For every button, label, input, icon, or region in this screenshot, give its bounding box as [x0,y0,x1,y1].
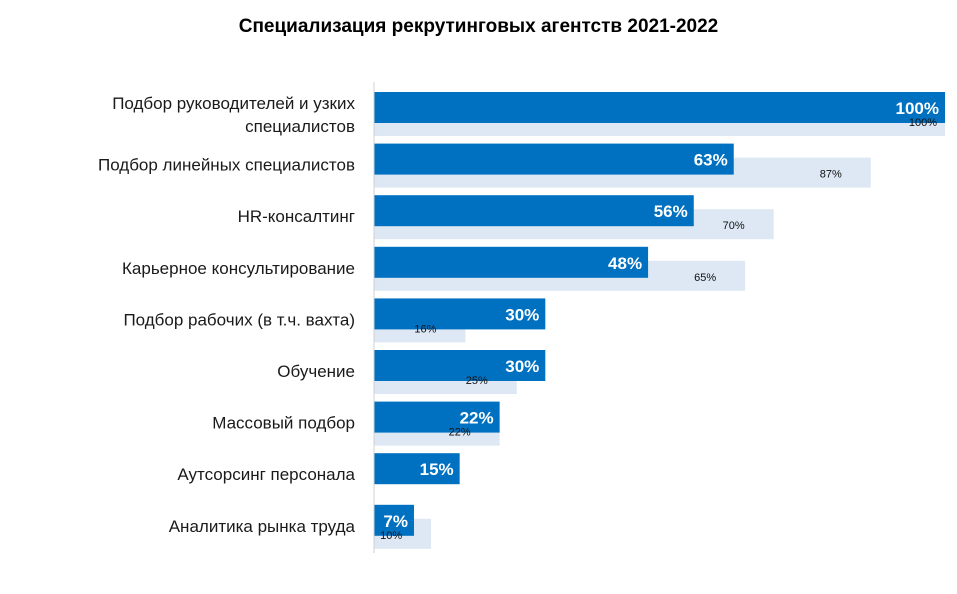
category-label: Подбор линейных специалистов [98,156,355,175]
primary-data-label: 48% [608,254,642,273]
primary-data-label: 63% [694,151,728,170]
category-label: Подбор рабочих (в т.ч. вахта) [123,310,355,329]
primary-bar [374,453,460,485]
secondary-data-label: 25% [466,375,488,387]
primary-data-label: 30% [505,357,539,376]
secondary-data-label: 65% [694,272,716,284]
secondary-data-label: 70% [723,220,745,232]
secondary-data-label: 16% [414,323,436,335]
category-label: Карьерное консультирование [122,259,355,278]
primary-data-label: 30% [505,305,539,324]
primary-bar [374,246,649,278]
primary-data-label: 100% [896,99,939,118]
chart-title: Специализация рекрутинговых агентств 202… [238,16,719,37]
category-label: Подбор руководителей и узких [112,94,355,113]
primary-bar [374,92,945,123]
category-label: Массовый подбор [212,414,355,433]
primary-data-label: 56% [654,202,688,221]
primary-data-label: 22% [460,409,494,428]
primary-bar [374,195,694,227]
secondary-data-label: 22% [449,427,471,439]
primary-bar [374,401,500,433]
category-label: Аутсорсинг персонала [177,465,355,484]
primary-bar [374,504,414,536]
category-label: специалистов [245,117,355,136]
primary-bar [374,143,734,175]
secondary-data-label: 100% [909,117,937,129]
category-label: HR-консалтинг [238,207,355,226]
secondary-data-label: 87% [820,169,842,181]
primary-bar [374,350,546,381]
primary-bar [374,298,546,330]
secondary-data-label: 10% [380,530,402,542]
category-label: Аналитика рынка труда [169,517,356,536]
category-label: Обучение [277,362,355,381]
primary-data-label: 7% [383,512,408,531]
primary-data-label: 15% [420,460,454,479]
